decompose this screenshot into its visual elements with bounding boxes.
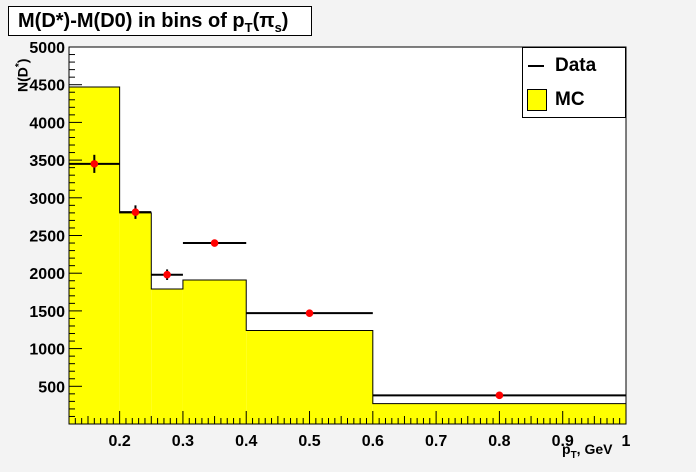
data-point: [495, 391, 504, 400]
data-point: [210, 239, 219, 247]
y-tick-label: 500: [38, 379, 65, 396]
y-tick-label: 3500: [29, 153, 65, 170]
x-label-sub: T: [570, 449, 577, 461]
legend: Data MC: [522, 47, 626, 118]
x-tick-label: 0.6: [362, 433, 384, 450]
mc-bar: [246, 330, 373, 424]
y-tick-label: 2500: [29, 229, 65, 246]
mc-bar: [119, 212, 152, 424]
x-axis-label: pT, GeV: [562, 441, 612, 461]
mc-bar: [69, 86, 120, 424]
title-suffix: ): [281, 10, 289, 32]
y-tick-label: 3000: [29, 191, 65, 208]
y-label-sup: *: [14, 63, 25, 68]
x-tick-label: 0.3: [172, 433, 194, 450]
mc-bar: [182, 279, 247, 424]
x-tick-label: 0.5: [298, 433, 320, 450]
mc-bar: [151, 289, 183, 424]
y-tick-label: 4500: [29, 78, 65, 95]
data-point: [90, 160, 99, 168]
legend-entry-mc: MC: [523, 86, 625, 116]
y-label-main: N(D: [14, 67, 31, 92]
data-point: [163, 270, 171, 279]
x-tick-label: 0.7: [425, 433, 447, 450]
y-tick-label: 2000: [29, 266, 65, 283]
legend-fill-marker: [527, 89, 547, 111]
legend-label-mc: MC: [555, 89, 585, 110]
y-tick-label: 5000: [29, 40, 65, 57]
y-axis-label: N(D*): [14, 59, 31, 92]
y-tick-label: 1000: [29, 342, 65, 359]
title-sub2: s: [274, 20, 282, 35]
legend-entry-data: Data: [523, 52, 625, 82]
title-mid: (π: [252, 10, 275, 32]
data-point: [305, 309, 314, 317]
title-sub: T: [244, 20, 253, 35]
x-label-suffix: , GeV: [576, 441, 613, 457]
y-label-suffix: ): [14, 58, 31, 64]
mc-outline: [68, 86, 627, 424]
x-tick-label: 0.8: [488, 433, 510, 450]
legend-line-marker: [528, 65, 544, 67]
x-tick-label: 0.2: [109, 433, 131, 450]
title-text: M(D*)-M(D0) in bins of p: [18, 10, 245, 32]
y-tick-label: 4000: [29, 115, 65, 132]
x-tick-label: 0.9: [552, 433, 574, 450]
legend-label-data: Data: [555, 55, 597, 76]
chart-title: M(D*)-M(D0) in bins of pT(πs): [8, 6, 312, 36]
x-label-main: p: [562, 441, 571, 457]
data-point: [131, 208, 140, 216]
x-tick-label: 1: [622, 433, 631, 450]
x-tick-label: 0.4: [235, 433, 257, 450]
y-tick-label: 1500: [29, 304, 65, 321]
